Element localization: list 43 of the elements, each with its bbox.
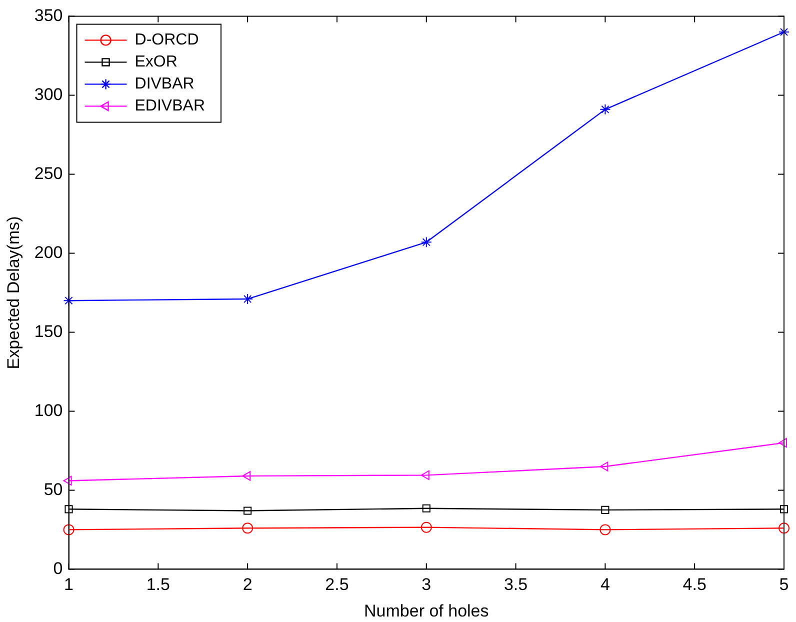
- y-tick-label: 50: [44, 480, 63, 499]
- x-tick-label: 4.5: [682, 575, 706, 594]
- point: [420, 236, 432, 248]
- point: [600, 104, 611, 115]
- y-tick-label: 300: [34, 84, 63, 104]
- x-tick-label: 4: [600, 575, 610, 594]
- point: [422, 504, 430, 512]
- y-tick-label: 250: [34, 164, 63, 183]
- point: [780, 505, 788, 514]
- point: [601, 506, 610, 514]
- x-tick-label: 3.5: [504, 575, 528, 594]
- point: [778, 522, 790, 534]
- point: [420, 522, 432, 533]
- y-tick-label: 350: [34, 6, 63, 25]
- legend-label: D-ORCD: [134, 32, 199, 49]
- point: [244, 506, 252, 515]
- y-axis-title: Expected Delay(ms): [4, 216, 23, 370]
- point: [63, 476, 72, 486]
- point: [242, 294, 254, 305]
- point: [242, 471, 251, 481]
- point: [778, 438, 787, 448]
- x-tick-label: 1.5: [146, 575, 170, 594]
- x-axis-title: Number of holes: [364, 601, 489, 620]
- x-tick-label: 2.5: [325, 575, 349, 594]
- point: [778, 26, 790, 38]
- x-tick-label: 3: [422, 575, 432, 594]
- y-tick-label: 0: [53, 558, 63, 578]
- y-tick-label: 150: [34, 322, 63, 341]
- x-tick-label: 2: [242, 575, 252, 594]
- point: [600, 462, 608, 472]
- point: [63, 524, 74, 536]
- y-tick-label: 100: [34, 400, 63, 420]
- point: [600, 524, 611, 536]
- point: [242, 522, 254, 534]
- legend-label: ExOR: [134, 54, 178, 71]
- x-tick-label: 5: [779, 575, 789, 594]
- y-tick-label: 200: [34, 242, 63, 262]
- point: [63, 295, 74, 306]
- point: [420, 470, 430, 480]
- legend-label: EDIVBAR: [134, 98, 206, 115]
- x-tick-label: 1: [64, 575, 74, 594]
- point: [64, 505, 73, 514]
- legend-label: DIVBAR: [134, 76, 194, 93]
